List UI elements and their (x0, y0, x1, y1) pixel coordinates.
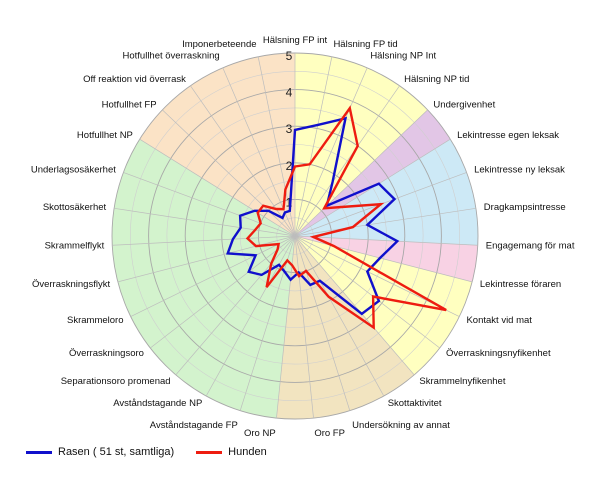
spoke-19 (175, 235, 296, 376)
spoke-17 (239, 235, 296, 411)
category-label: Oro NP (244, 428, 276, 439)
category-label: Dragkampsintresse (484, 202, 566, 213)
category-label: Lekintresse föraren (480, 279, 561, 290)
spoke-21 (130, 235, 296, 317)
category-label: Separationsoro promenad (61, 376, 171, 387)
category-label: Hälsning NP Int (370, 50, 436, 61)
tick-label-2: 2 (286, 159, 293, 173)
grid (111, 52, 479, 420)
spoke-8 (294, 235, 478, 246)
spoke-9 (294, 235, 473, 283)
category-label: Överraskningsflykt (32, 279, 110, 290)
spoke-20 (150, 235, 296, 349)
category-label: Skrammelnyfikenhet (419, 376, 505, 387)
legend-label-hunden: Hunden (228, 446, 267, 458)
category-label: Hotfullhet NP (77, 130, 133, 141)
category-label: Kontakt vid mat (466, 315, 532, 326)
sector-3 (295, 236, 478, 282)
category-label: Undersökning av annat (352, 420, 450, 431)
sector-7 (139, 53, 295, 236)
spoke-12 (294, 235, 415, 376)
spoke-13 (294, 235, 385, 397)
legend-swatch-rasen (26, 450, 52, 454)
category-label: Hotfullhet överraskning (123, 50, 220, 61)
spoke-1 (294, 56, 333, 237)
category-label: Underlagsosäkerhet (31, 165, 116, 176)
spoke-25 (123, 172, 296, 237)
spoke-14 (294, 235, 351, 411)
spoke-24 (114, 207, 296, 237)
spoke-22 (117, 235, 296, 283)
category-label: Överraskningsnyfikenhet (446, 348, 551, 359)
spoke-18 (205, 235, 296, 397)
tick-label-3: 3 (286, 122, 293, 136)
spoke-4 (294, 109, 428, 237)
legend-item-hunden: Hunden (196, 446, 267, 458)
sector-1 (295, 109, 451, 236)
legend-label-rasen: Rasen ( 51 st, samtliga) (58, 446, 175, 458)
series-line-rasen (226, 116, 400, 316)
category-label: Imponerbeteende (182, 39, 256, 50)
sector-5 (276, 236, 415, 419)
category-label: Hälsning FP tid (333, 39, 397, 50)
category-label: Avståndstagande FP (150, 420, 238, 431)
spoke-7 (294, 207, 476, 237)
legend-item-rasen: Rasen ( 51 st, samtliga) (26, 446, 174, 458)
tick-label-4: 4 (286, 86, 293, 100)
spoke-2 (294, 67, 368, 237)
series-lines (226, 105, 447, 330)
category-label: Hotfullhet FP (102, 99, 157, 110)
spoke-11 (294, 235, 440, 349)
spoke-28 (190, 85, 296, 237)
sector-6 (111, 139, 295, 419)
spoke-30 (257, 56, 296, 237)
legend-swatch-hunden (196, 450, 223, 454)
spoke-23 (112, 235, 296, 246)
category-label: Avståndstagande NP (113, 398, 202, 409)
spoke-3 (294, 85, 400, 237)
tick-label-5: 5 (286, 49, 293, 63)
series-line-hunden (245, 105, 447, 330)
spoke-26 (139, 138, 296, 237)
category-label: Överraskningsoro (69, 348, 144, 359)
category-label: Skrammeloro (67, 315, 124, 326)
sector-0 (295, 53, 428, 236)
category-label: Skrammelflykt (45, 241, 105, 252)
category-label: Hälsning NP tid (404, 74, 469, 85)
category-label: Off reaktion vid överrask (83, 74, 186, 85)
legend: Rasen ( 51 st, samtliga) Hunden (26, 446, 267, 458)
category-label: Skottaktivitet (388, 398, 442, 409)
category-label: Skottosäkerhet (43, 202, 107, 213)
category-label: Lekintresse ny leksak (474, 165, 565, 176)
category-label: Oro FP (314, 428, 345, 439)
category-label: Lekintresse egen leksak (457, 130, 559, 141)
category-label: Hälsning FP int (263, 35, 328, 46)
category-label: Engagemang för mat (486, 241, 575, 252)
spoke-27 (162, 109, 296, 237)
spoke-15 (294, 235, 314, 419)
category-label: Undergivenhet (433, 99, 495, 110)
